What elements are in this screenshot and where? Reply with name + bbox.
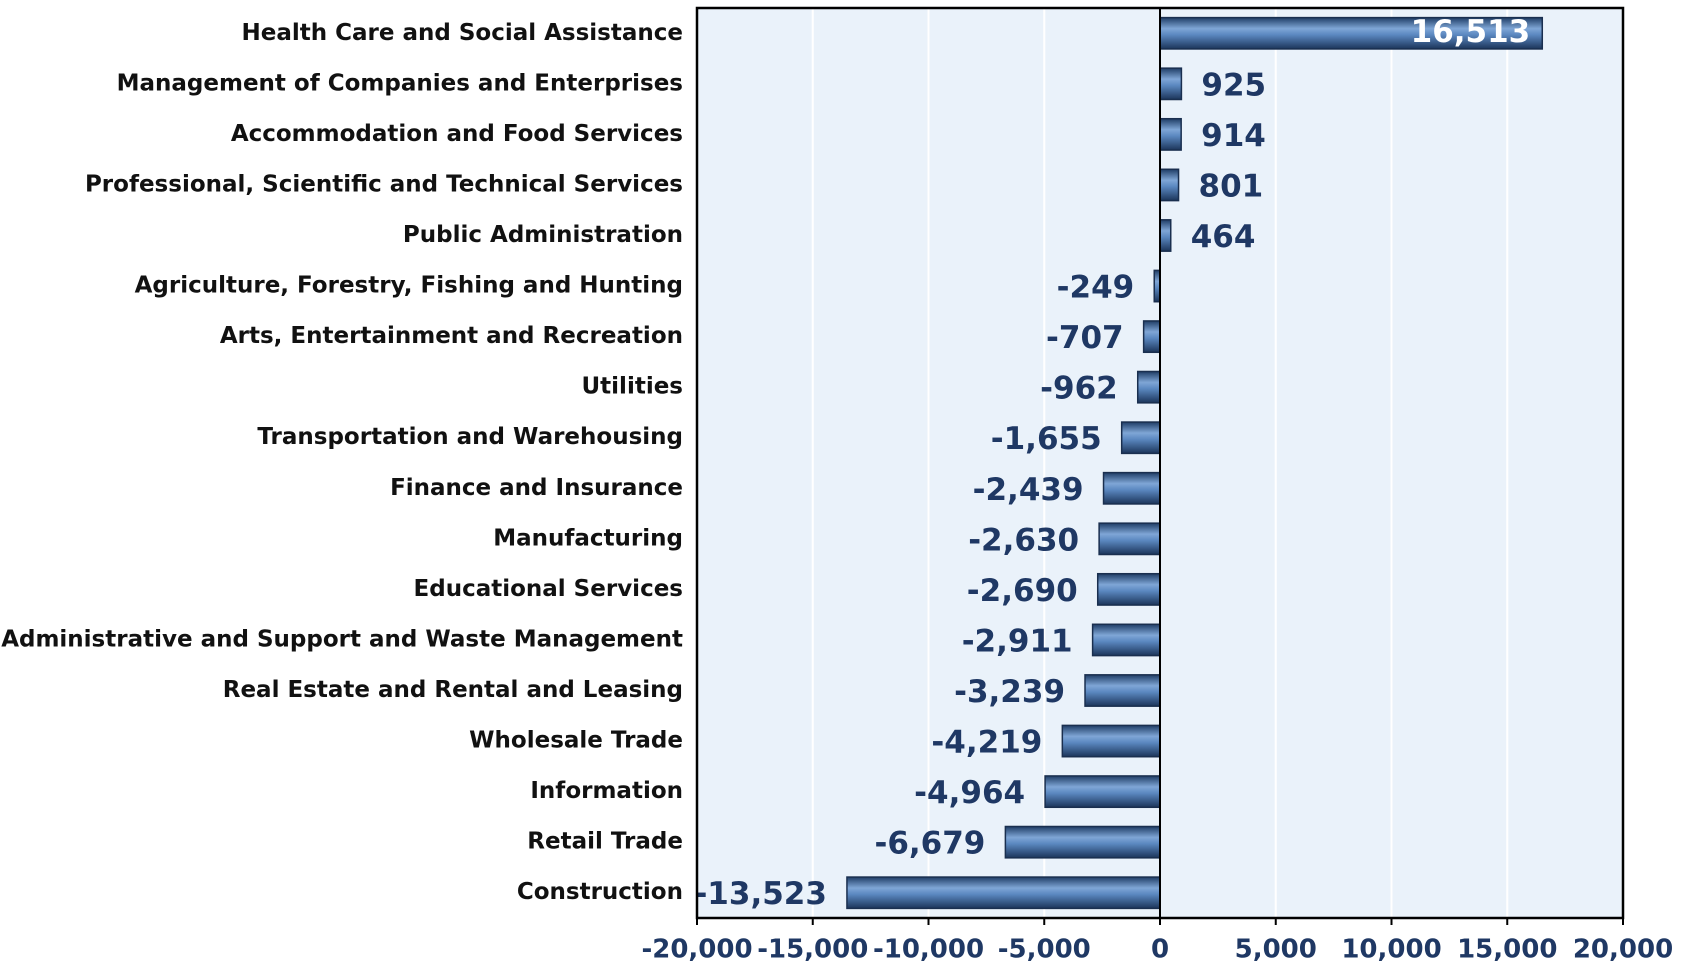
value-label: 925 (1201, 67, 1266, 103)
category-label: Utilities (582, 374, 684, 400)
category-label: Real Estate and Rental and Leasing (223, 677, 683, 703)
bar (1061, 724, 1161, 758)
value-label: -4,964 (914, 775, 1025, 811)
bar (846, 876, 1161, 910)
bar (1142, 320, 1161, 354)
x-tick-label: -15,000 (757, 935, 868, 962)
bar (1159, 67, 1183, 101)
bar (1098, 522, 1161, 556)
value-label: -2,439 (973, 472, 1084, 508)
value-label: 16,513 (1411, 14, 1531, 50)
category-label: Agriculture, Forestry, Fishing and Hunti… (135, 273, 683, 299)
value-label: -2,630 (968, 522, 1079, 558)
bar (1159, 219, 1172, 252)
bar (1044, 775, 1161, 809)
bar (1159, 117, 1182, 151)
x-tick-label: -5,000 (998, 935, 1091, 962)
category-label: Public Administration (403, 222, 683, 248)
bar (1159, 168, 1180, 202)
bar (1120, 421, 1161, 455)
category-label: Professional, Scientific and Technical S… (85, 171, 683, 197)
value-label: -3,239 (954, 674, 1065, 710)
value-label: 464 (1191, 219, 1256, 255)
category-label: Administrative and Support and Waste Man… (1, 626, 683, 652)
category-label: Accommodation and Food Services (231, 121, 683, 147)
bar (1004, 825, 1161, 859)
bar (1159, 16, 1544, 50)
bar (1096, 572, 1161, 606)
category-label: Educational Services (414, 576, 683, 602)
category-label: Management of Companies and Enterprises (117, 70, 683, 96)
value-label: -2,911 (962, 623, 1073, 659)
x-tick-label: 0 (1151, 935, 1169, 962)
bar (1091, 623, 1161, 657)
value-label: -1,655 (991, 421, 1102, 457)
x-tick-label: 20,000 (1573, 935, 1673, 962)
category-label: Transportation and Warehousing (257, 424, 683, 450)
value-label: -707 (1046, 320, 1124, 356)
x-tick-label: -10,000 (873, 935, 984, 962)
value-label: 801 (1199, 168, 1264, 204)
bar (1084, 674, 1161, 707)
category-label: Wholesale Trade (469, 728, 683, 754)
value-label: -249 (1057, 270, 1135, 306)
category-label: Finance and Insurance (390, 475, 683, 501)
category-label: Retail Trade (527, 829, 683, 855)
x-tick-label: 5,000 (1235, 935, 1317, 962)
bar (1102, 471, 1161, 505)
category-label: Information (530, 778, 683, 804)
category-label: Health Care and Social Assistance (241, 20, 683, 46)
value-label: 914 (1201, 118, 1266, 154)
category-label: Construction (517, 879, 683, 905)
category-label: Manufacturing (493, 525, 683, 551)
value-label: -13,523 (694, 876, 827, 912)
x-tick-label: 15,000 (1457, 935, 1557, 962)
value-label: -6,679 (874, 826, 985, 862)
value-label: -2,690 (967, 573, 1078, 609)
x-tick-label: 10,000 (1341, 935, 1441, 962)
x-tick-label: -20,000 (641, 935, 752, 962)
plot-frame (695, 6, 1625, 920)
value-label: -4,219 (931, 725, 1042, 761)
category-label: Arts, Entertainment and Recreation (220, 323, 683, 349)
value-label: -962 (1040, 371, 1118, 407)
bar (1136, 370, 1161, 404)
